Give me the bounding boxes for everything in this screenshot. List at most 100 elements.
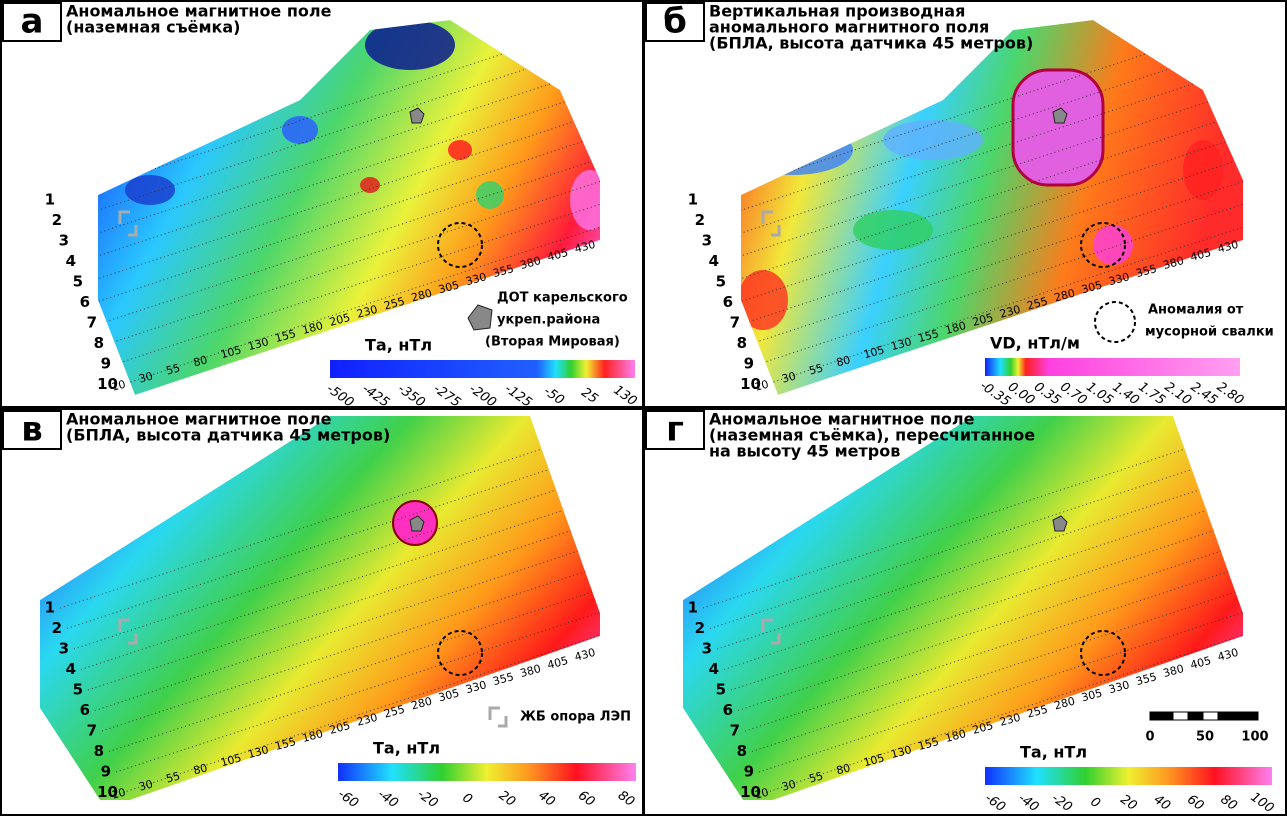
line-number: 2 [52, 211, 62, 229]
profile-line [744, 144, 1243, 324]
panel-title: на высоту 45 метров [709, 442, 900, 461]
picket-label: 205 [328, 719, 352, 737]
picket-label: 330 [1107, 678, 1131, 696]
legend-icon [467, 304, 493, 331]
panel-frame [643, 408, 1287, 816]
colorbar-tick-label: 20 [1117, 792, 1139, 814]
line-number: 5 [73, 273, 83, 291]
picket-label: 55 [165, 361, 182, 377]
map [40, 416, 600, 800]
colorbar [985, 767, 1272, 785]
scale-bar [1187, 711, 1204, 721]
dump-circle [1080, 630, 1126, 676]
panel-letter: а [21, 2, 44, 42]
colorbar-tick-label: 40 [535, 788, 557, 810]
picket-label: 305 [437, 686, 461, 704]
colorbar-tick-label: -50 [541, 384, 567, 408]
line-number: 8 [94, 742, 104, 760]
colorbar-tick-label: -60 [335, 787, 361, 811]
picket-label: 230 [998, 303, 1022, 321]
picket-label: 80 [835, 353, 852, 369]
line-number: 2 [695, 211, 705, 229]
picket-label: 105 [219, 343, 243, 361]
line-number: 7 [730, 722, 740, 740]
line-number: 10 [97, 375, 118, 393]
picket-label: 405 [546, 246, 570, 264]
colorbar-tick-label: 60 [575, 788, 597, 810]
line-number: 3 [59, 232, 69, 250]
line-number: 1 [688, 599, 698, 617]
line-number: 3 [702, 640, 712, 658]
picket-label: 305 [1080, 686, 1104, 704]
picket-label: 30 [137, 777, 154, 793]
scale-bar [1172, 711, 1189, 721]
legend-text: (Вторая Мировая) [485, 335, 620, 350]
colorbar-tick-label: -20 [414, 787, 440, 811]
anomaly [448, 140, 472, 160]
picket-label: 430 [573, 646, 597, 664]
picket-label: 330 [464, 678, 488, 696]
picket-label: 330 [1107, 270, 1131, 288]
colorbar [338, 763, 636, 781]
picket-label: 10 [110, 378, 127, 394]
picket-label: 355 [491, 262, 515, 280]
panel: а Аномальное магнитное поле(наземная съём… [0, 0, 644, 411]
picket-label: 280 [1053, 695, 1077, 713]
colorbar-tick-label: -20 [1049, 791, 1075, 815]
panel-title: (БПЛА, высота датчика 45 метров) [66, 426, 390, 445]
dot-icon [409, 515, 425, 532]
legend-text: Аномалия от [1148, 303, 1244, 318]
picket-label: 355 [1134, 262, 1158, 280]
panel-title: Аномальное магнитное поле [66, 410, 332, 429]
colorbar-tick-label: 20 [496, 788, 518, 810]
picket-label: 255 [1026, 703, 1050, 721]
picket-label: 80 [192, 761, 209, 777]
line-number: 3 [59, 640, 69, 658]
picket-label: 10 [753, 378, 770, 394]
picket-label: 430 [1216, 646, 1240, 664]
colorbar-title: VD, нТл/м [990, 334, 1080, 353]
colorbar-tick-label: 1.40 [1109, 380, 1141, 409]
picket-label: 330 [464, 270, 488, 288]
anomaly [883, 120, 983, 160]
anomaly [125, 175, 175, 205]
line-number: 9 [744, 763, 754, 781]
colorbar-title: Та, нТл [373, 739, 440, 758]
line-number: 6 [80, 701, 90, 719]
anomaly [741, 125, 853, 175]
colorbar-tick-label: 100 [1248, 790, 1277, 817]
picket-label: 230 [998, 711, 1022, 729]
picket-label: 255 [383, 295, 407, 313]
profile-line [101, 552, 600, 732]
dot-icon [1052, 107, 1068, 124]
panel-title: (БПЛА, высота датчика 45 метров) [709, 34, 1033, 53]
colorbar-tick-label: -60 [982, 791, 1008, 815]
line-number: 4 [66, 660, 76, 678]
legend-text: мусорной свалки [1145, 325, 1274, 340]
line-number: 4 [66, 252, 76, 270]
line-number: 1 [45, 191, 55, 209]
profile-line [730, 507, 1243, 691]
picket-label: 180 [301, 727, 325, 745]
line-number: 8 [737, 742, 747, 760]
colorbar-tick-label: 0.00 [1005, 380, 1037, 409]
picket-label: 355 [491, 670, 515, 688]
colorbar-tick-label: 80 [1218, 792, 1240, 814]
scale-bar [1202, 711, 1219, 721]
colorbar-tick-label: 25 [578, 385, 600, 407]
profile-line [741, 53, 1243, 242]
line-number: 6 [723, 701, 733, 719]
letter-box [2, 2, 62, 42]
picket-label: 305 [437, 278, 461, 296]
picket-label: 155 [917, 327, 941, 345]
colorbar-tick-label: -0.35 [977, 378, 1013, 410]
line-number: 10 [740, 375, 761, 393]
dump-circle [437, 222, 483, 268]
map-field [683, 416, 1243, 800]
colorbar-tick-label: 0 [1087, 794, 1102, 811]
profile-line [765, 213, 1243, 385]
profile-line [122, 621, 600, 793]
picket-label: 55 [808, 361, 825, 377]
profile-line [122, 213, 600, 385]
